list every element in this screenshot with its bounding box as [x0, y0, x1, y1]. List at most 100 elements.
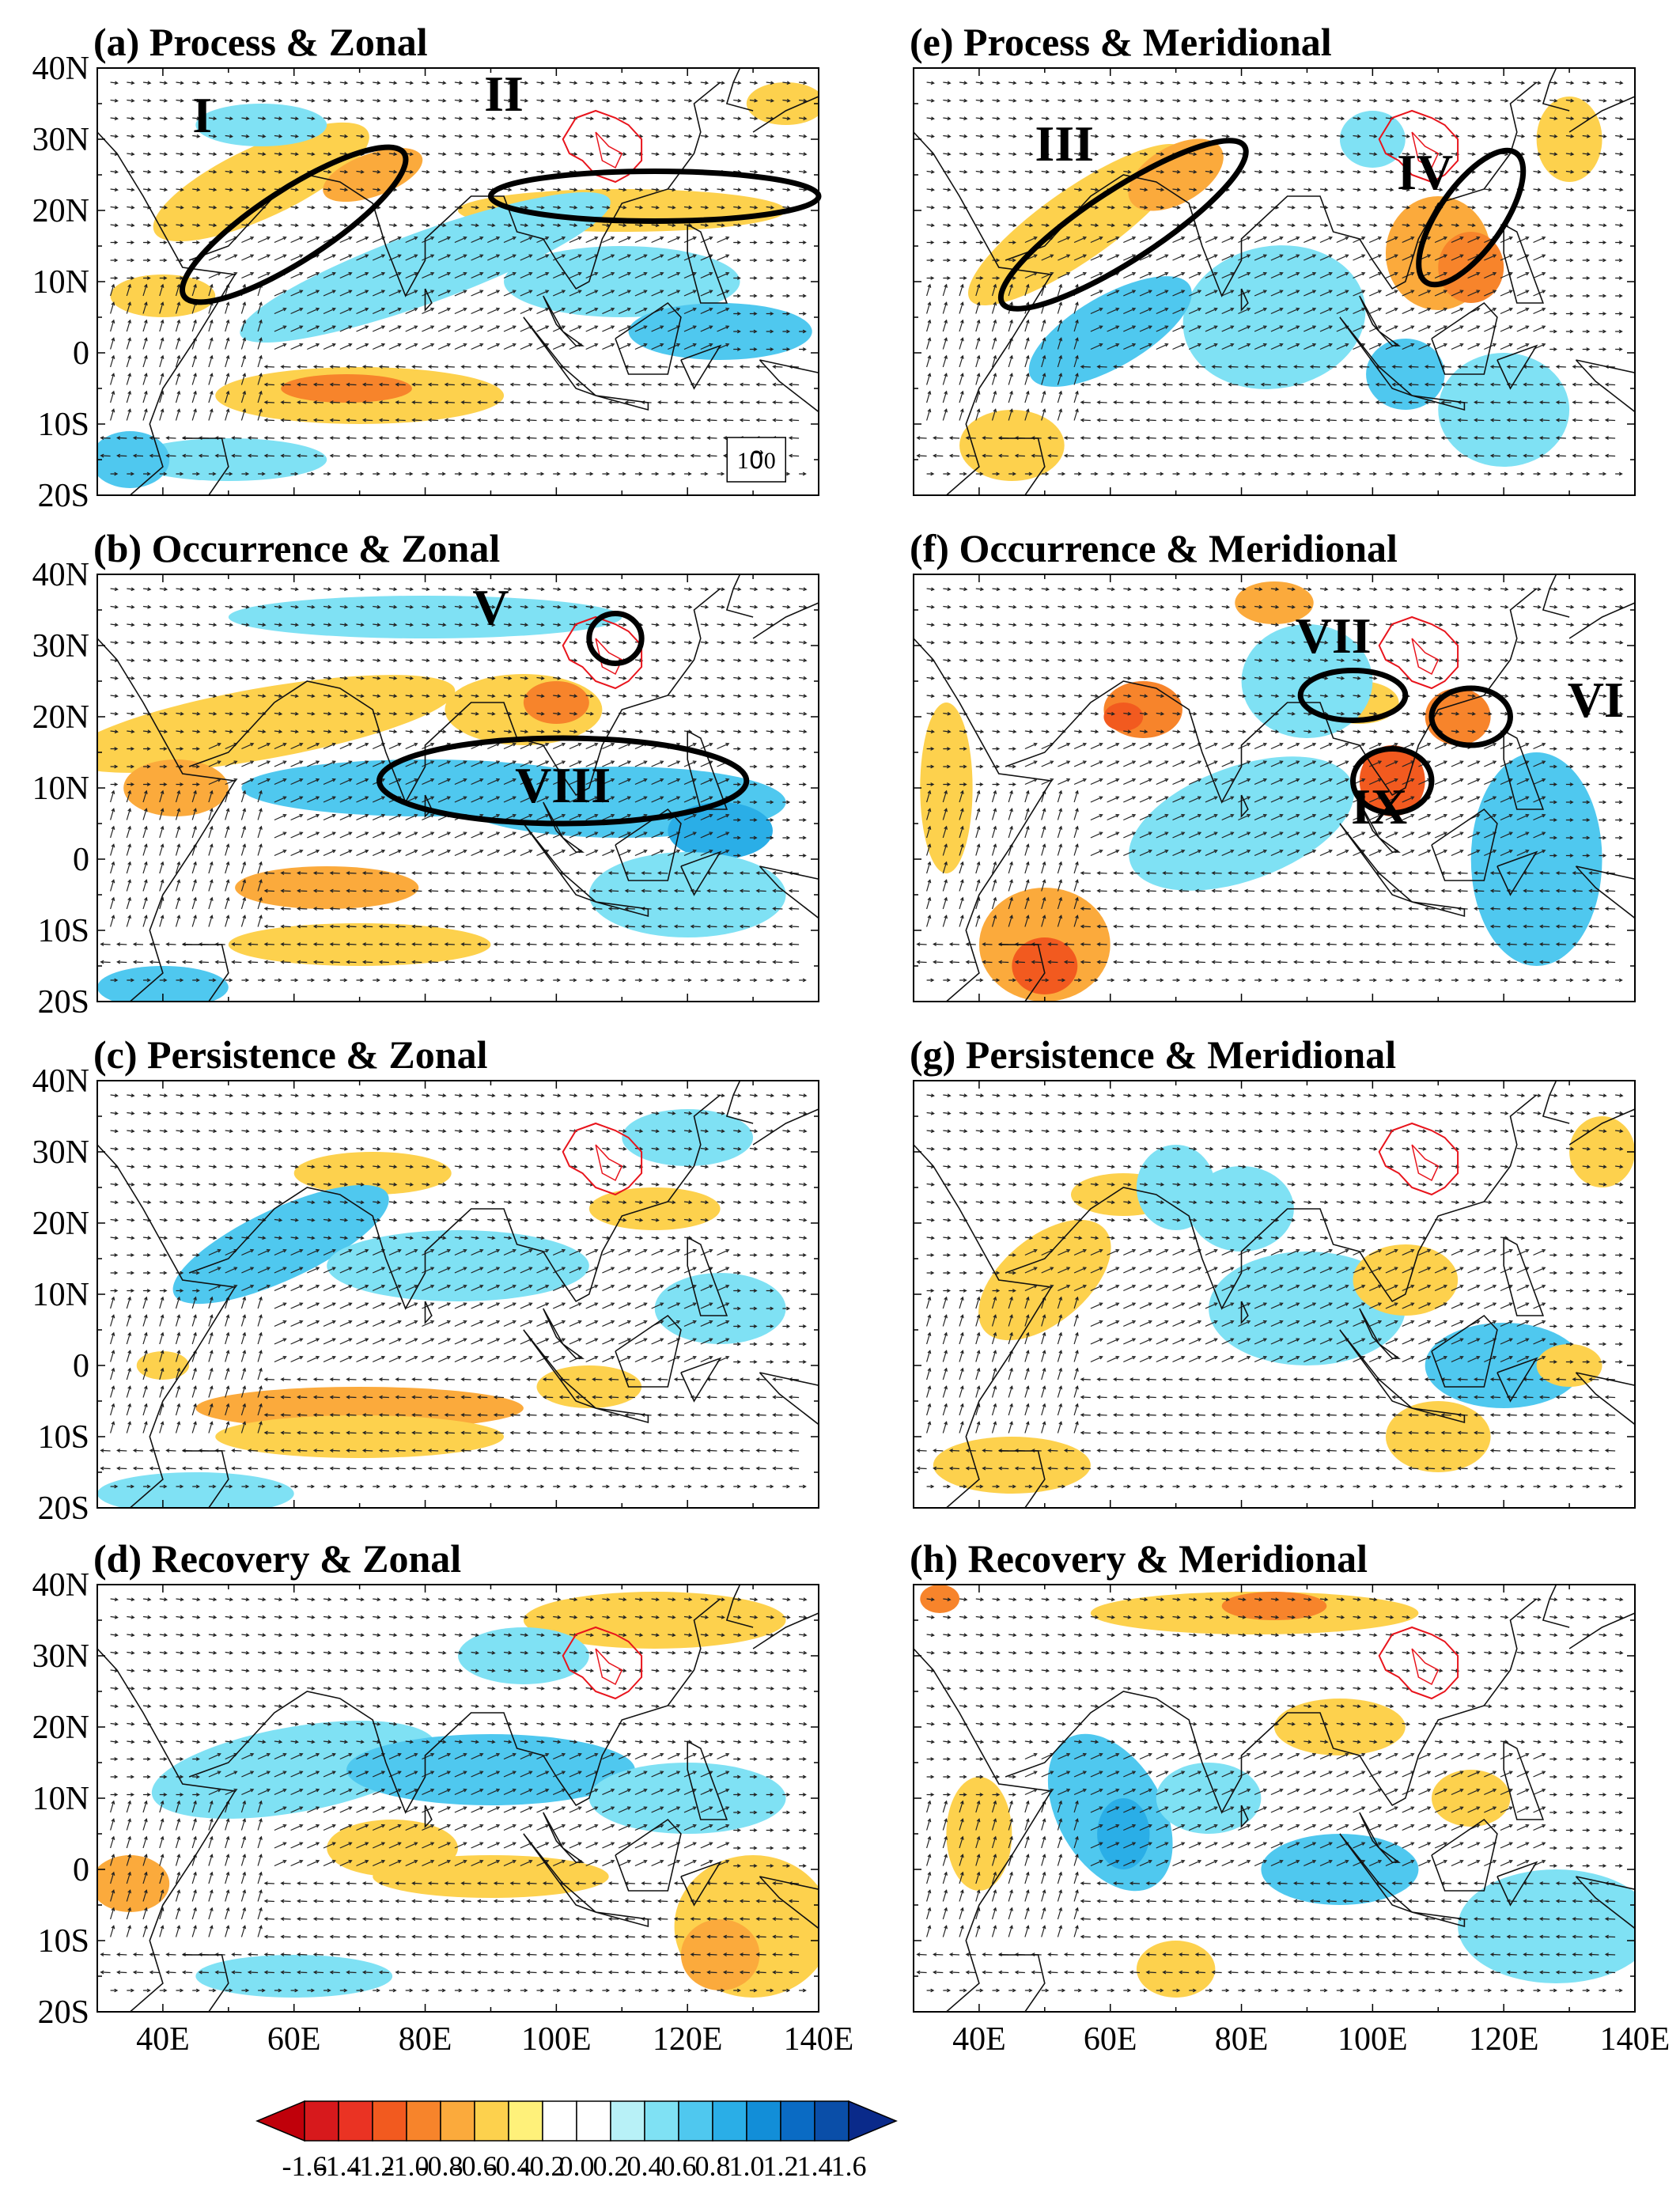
colorbar-box — [780, 2100, 815, 2142]
coastline — [998, 1450, 1046, 1508]
anomaly-shading — [946, 1777, 1012, 1891]
lat-tick-label: 10N — [32, 771, 89, 807]
anomaly-shading — [130, 438, 327, 481]
anomaly-shading — [240, 192, 611, 343]
coastline — [759, 865, 819, 919]
panel-e: (e) Process & Meridional III IV — [910, 20, 1636, 496]
lon-tick-label: 60E — [1084, 2021, 1137, 2058]
panel-h: (h) Recovery & Meridional 40E 60E 80E 100E 12… — [910, 1536, 1670, 2058]
coastline — [1431, 808, 1498, 881]
coastline — [1568, 1081, 1635, 1146]
coastline — [182, 1450, 229, 1508]
coastline — [595, 901, 649, 918]
colorbar: -1.6-1.4-1.2-1.0-0.8-0.6-0.4-0.20.00.20.… — [255, 2100, 898, 2182]
region-outline — [595, 131, 623, 169]
colorbar-tick-label: -0.6 — [452, 2150, 498, 2182]
panel-g: (g) Persistence & Meridional — [910, 1032, 1636, 1509]
anomaly-shading — [195, 1955, 393, 1998]
anomaly-shading — [97, 1472, 294, 1508]
colorbar-tick-label: -0.2 — [520, 2150, 566, 2182]
annotation-ellipse — [376, 735, 750, 827]
anomaly-shading — [1012, 937, 1078, 994]
region-outline — [562, 1626, 643, 1700]
lat-tick-label: 10S — [38, 913, 89, 949]
map-area-d — [97, 1585, 819, 2012]
coastline — [998, 944, 1046, 1002]
coastline — [1411, 901, 1466, 918]
coastline — [188, 1598, 721, 1814]
wind-vectors — [100, 81, 808, 476]
colorbar-tick-label: 0.6 — [661, 2150, 697, 2182]
colorbar-box — [610, 2100, 645, 2142]
anomaly-shading — [1261, 1834, 1419, 1905]
wind-vectors — [916, 1597, 1624, 1993]
coastline — [424, 1301, 433, 1325]
anomaly-shading — [1097, 1798, 1150, 1869]
colorbar-arrow-right — [848, 2100, 898, 2142]
anomaly-shading — [1235, 581, 1314, 624]
coastline — [759, 1372, 819, 1426]
coastline — [97, 131, 236, 495]
map-area-h — [914, 1585, 1635, 2012]
lat-tick-label: 20S — [38, 1490, 89, 1527]
region-outline — [562, 615, 643, 690]
anomaly-shading — [195, 104, 327, 146]
coastline — [1496, 1861, 1538, 1907]
anomaly-shading — [153, 122, 369, 242]
coastline — [615, 1314, 682, 1388]
colorbar-tick-label: -1.6 — [282, 2150, 327, 2182]
lon-tick-label: 80E — [399, 2021, 452, 2058]
anomaly-shading — [327, 1230, 589, 1301]
coastline — [725, 1081, 754, 1124]
lat-tick-label: 20S — [38, 1994, 89, 2031]
coastline — [543, 1812, 585, 1863]
annotation-ellipse — [1428, 685, 1513, 748]
coastline — [1431, 301, 1498, 375]
anomaly-shading — [1156, 1763, 1262, 1834]
lon-tick-label: 40E — [952, 2021, 1006, 2058]
colorbar-tick-label: 1.6 — [831, 2150, 867, 2182]
lat-tick-label: 10N — [32, 1781, 89, 1817]
lat-tick-label: 0 — [73, 1852, 89, 1888]
anomaly-shading — [1129, 756, 1354, 891]
anomaly-shading — [1128, 138, 1224, 211]
coastline — [687, 1237, 728, 1316]
colorbar-box — [746, 2100, 781, 2142]
coastline — [97, 638, 236, 1002]
coastline — [1005, 1094, 1538, 1310]
lat-tick-label: 40N — [32, 557, 89, 593]
map-area-c — [97, 1081, 819, 1508]
anomaly-shading — [123, 759, 229, 816]
wind-vectors — [100, 587, 808, 983]
panel-title-f: (f) Occurrence & Meridional — [910, 526, 1398, 570]
lat-tick-label: 10S — [38, 407, 89, 443]
colorbar-tick-label: 0.2 — [593, 2150, 629, 2182]
lat-tick-label: 30N — [32, 122, 89, 158]
lon-tick-label: 140E — [784, 2021, 854, 2058]
anomaly-shading — [1536, 97, 1602, 182]
region-outline — [562, 1122, 643, 1196]
lat-tick-label: 0 — [73, 842, 89, 878]
coastline — [97, 1144, 236, 1508]
anomaly-shading — [1182, 245, 1366, 389]
region-outline — [595, 1144, 623, 1182]
anomaly-shading — [235, 866, 419, 909]
coastline — [188, 588, 721, 804]
wind-vectors — [916, 81, 1624, 476]
anomaly-shading — [1353, 1244, 1459, 1316]
coastline — [1575, 359, 1635, 413]
lat-tick-label: 40N — [32, 51, 89, 87]
coastline — [725, 1585, 754, 1628]
coastline — [1542, 1081, 1570, 1124]
coastline — [1359, 801, 1401, 853]
anomaly-shading — [588, 852, 786, 937]
coastline — [1542, 68, 1570, 112]
lon-tick-label: 100E — [521, 2021, 592, 2058]
panel-title-e: (e) Process & Meridional — [910, 20, 1332, 64]
annotation-ellipse — [1297, 668, 1409, 723]
anomaly-shading — [136, 1351, 190, 1380]
panel-f: (f) Occurrence & Meridional VII VI IX — [910, 526, 1636, 1002]
coastline — [1496, 344, 1538, 390]
